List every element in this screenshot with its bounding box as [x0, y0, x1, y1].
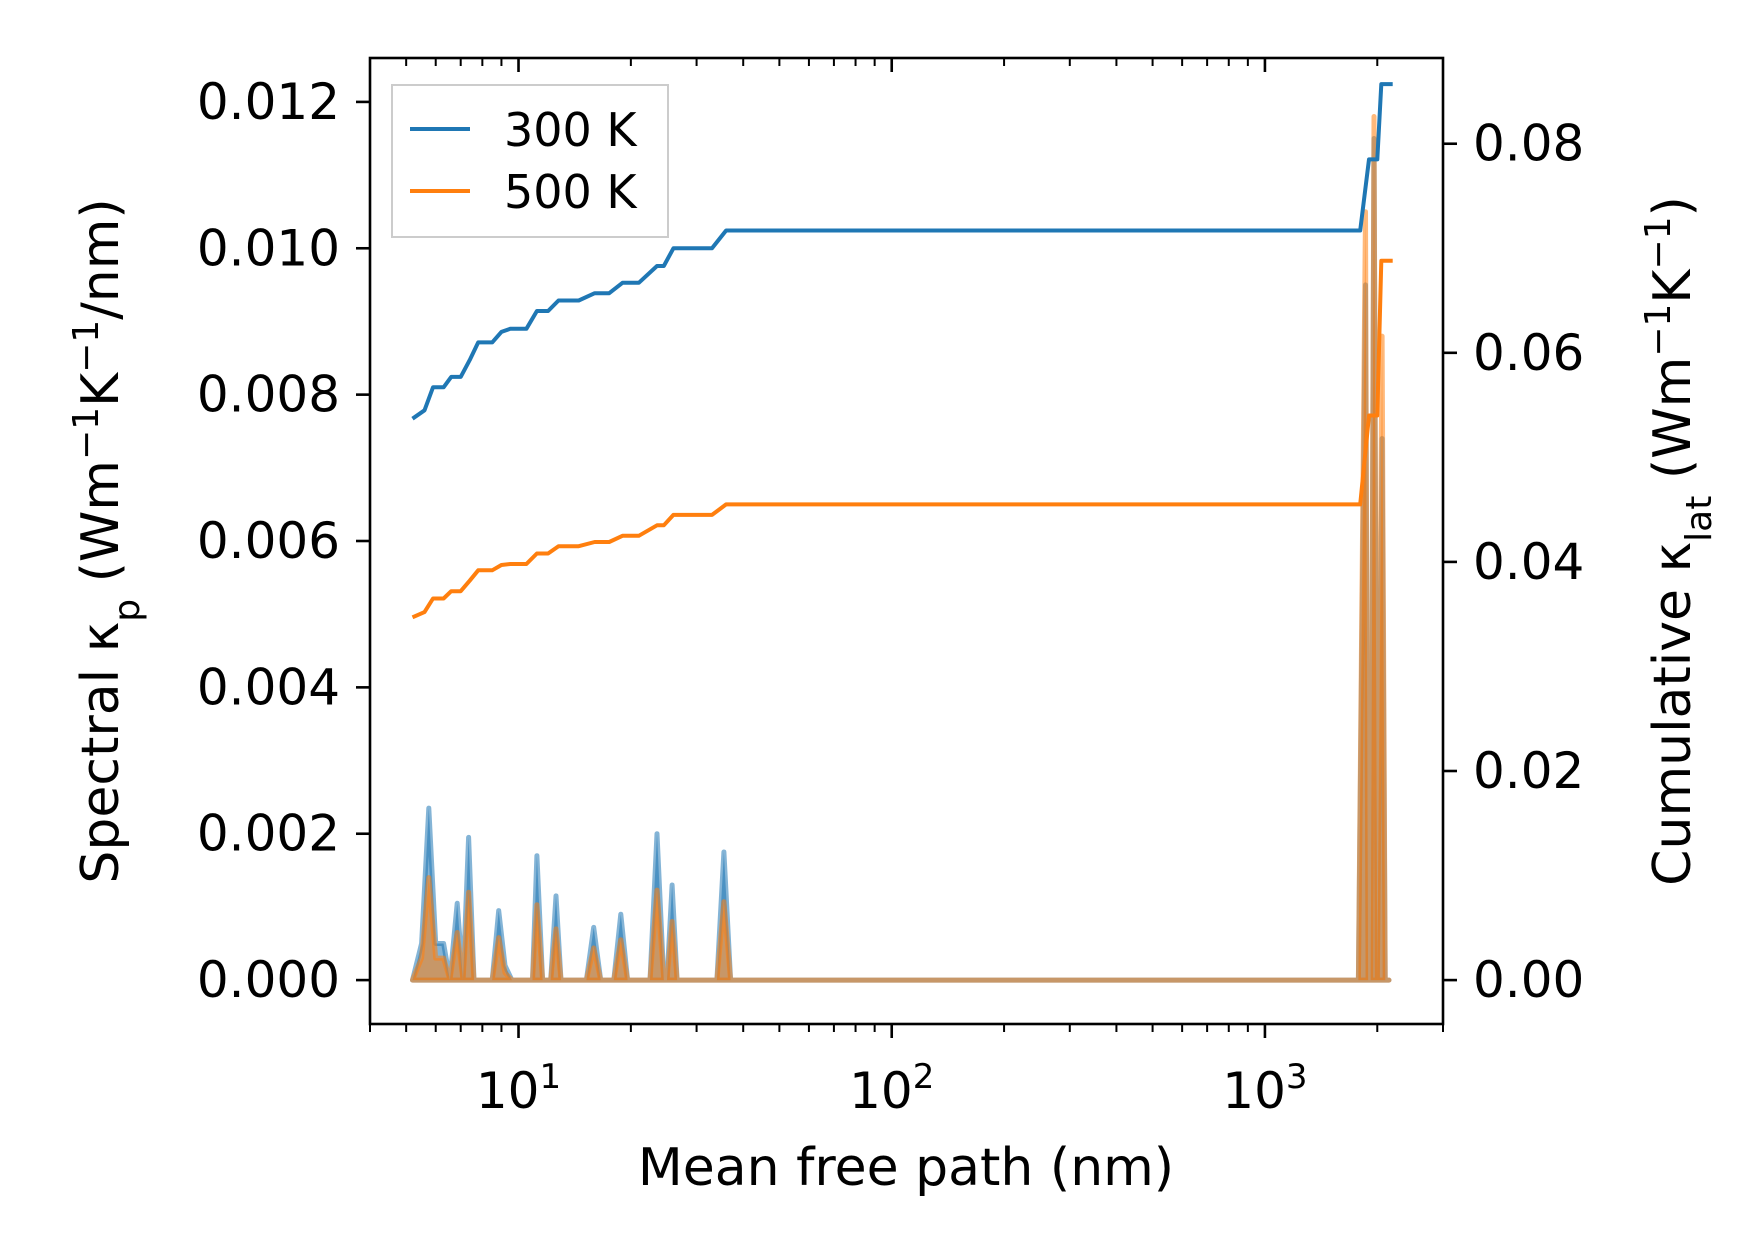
- y-right-tick-label: 0.02: [1473, 742, 1584, 800]
- x-tick-label: 101: [476, 1057, 561, 1120]
- y-axis-label-left: Spectral κp (Wm−1K−1/nm): [66, 198, 148, 883]
- x-axis-label: Mean free path (nm): [638, 1138, 1174, 1198]
- cumulative-line-500k: [411, 258, 1393, 620]
- y-left-tick-label: 0.008: [197, 366, 340, 424]
- y-right-tick-label: 0.08: [1473, 115, 1584, 173]
- legend-label-500k: 500 K: [504, 165, 638, 219]
- x-tick-label: 103: [1222, 1057, 1307, 1120]
- y-left-tick-label: 0.004: [197, 658, 340, 716]
- cumulative-line-300k: [411, 82, 1393, 421]
- y-left-tick-label: 0.006: [197, 512, 340, 570]
- y-left-tick-label: 0.000: [197, 951, 340, 1009]
- tick-layer: 0.000 0.002 0.004 0.006 0.008 0.010 0.012 0.00 0…: [197, 58, 1584, 1120]
- y-right-tick-label: 0.04: [1473, 533, 1584, 591]
- series-layer: [410, 82, 1393, 983]
- legend-label-300k: 300 K: [504, 103, 638, 157]
- spectral-area-500k: [410, 114, 1392, 983]
- legend-box: [391, 84, 669, 238]
- y-right-tick-label: 0.00: [1473, 951, 1584, 1009]
- y-left-tick-label: 0.012: [197, 73, 340, 131]
- y-left-tick-label: 0.002: [197, 805, 340, 863]
- legend: 300 K 500 K: [391, 84, 669, 238]
- y-axis-label-right: Cumulative κlat (Wm−1K−1): [1638, 196, 1720, 886]
- x-tick-label: 102: [849, 1057, 934, 1120]
- y-left-tick-label: 0.010: [197, 219, 340, 277]
- y-right-tick-label: 0.06: [1473, 324, 1584, 382]
